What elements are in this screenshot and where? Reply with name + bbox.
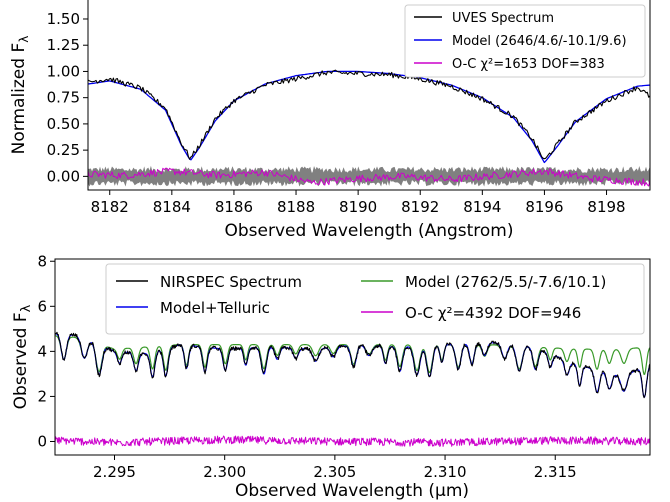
bottom-y-axis-label: Observed Fλ — [11, 304, 34, 409]
bottom-x-tick-label: 2.310 — [424, 463, 467, 481]
bottom-legend-label-telluric: Model+Telluric — [160, 299, 270, 317]
top-x-axis-label: Observed Wavelength (Angstrom) — [225, 221, 514, 241]
top-panel: 8182 8184 8186 8188 8190 8192 8194 8196 8198 0.0… — [9, 0, 651, 241]
top-x-tick-label: 8194 — [463, 198, 501, 216]
top-x-ticks: 8182 8184 8186 8188 8190 8192 8194 8196 8198 — [91, 190, 626, 216]
top-y-tick-label: 1.25 — [47, 36, 80, 54]
top-y-axis-label: Normalized Fλ — [9, 36, 31, 155]
bottom-y-tick-label: 4 — [37, 342, 47, 360]
top-model-line — [88, 70, 650, 164]
top-x-tick-label: 8196 — [525, 198, 563, 216]
bottom-y-axis-label-sub: λ — [19, 304, 34, 312]
top-legend-label-oc: O-C χ²=1653 DOF=383 — [452, 57, 605, 72]
bottom-x-ticks: 2.295 2.300 2.305 2.310 2.315 — [93, 455, 577, 481]
bottom-y-tick-label: 8 — [37, 252, 47, 270]
top-spectrum-line — [88, 69, 650, 160]
top-x-tick-label: 8188 — [277, 198, 315, 216]
top-series-group — [88, 69, 650, 187]
top-y-tick-label: 0.25 — [47, 141, 80, 159]
bottom-legend-box — [105, 263, 645, 335]
top-x-tick-label: 8186 — [215, 198, 253, 216]
top-y-axis-label-sub: λ — [17, 36, 31, 43]
bottom-y-axis-label-main: Observed F — [11, 312, 31, 409]
top-y-axis-label-main: Normalized F — [9, 43, 29, 155]
bottom-spectrum-line — [55, 331, 650, 399]
top-legend: UVES Spectrum Model (2646/4.6/-10.1/9.6)… — [404, 4, 646, 78]
top-residual-line — [88, 167, 650, 187]
top-x-tick-label: 8182 — [91, 198, 129, 216]
top-x-tick-label: 8190 — [339, 198, 377, 216]
bottom-x-axis-label: Observed Wavelength (μm) — [235, 481, 469, 501]
top-plot-frame — [87, 0, 651, 191]
bottom-panel: 2.295 2.300 2.305 2.310 2.315 0 2 4 6 8 Observed… — [11, 252, 651, 501]
bottom-y-tick-label: 2 — [37, 387, 47, 405]
top-y-tick-label: 0.00 — [47, 167, 80, 185]
bottom-y-ticks: 0 2 4 6 8 — [37, 252, 55, 450]
top-y-tick-label: 0.50 — [47, 115, 80, 133]
bottom-x-tick-label: 2.315 — [534, 463, 577, 481]
top-uncertainty-band — [88, 165, 650, 187]
bottom-legend-label-model: Model (2762/5.5/-7.6/10.1) — [405, 273, 606, 291]
top-y-ticks: 0.00 0.25 0.50 0.75 1.00 1.25 1.50 — [47, 10, 88, 185]
top-y-tick-label: 0.75 — [47, 89, 80, 107]
bottom-y-tick-label: 6 — [37, 297, 47, 315]
top-x-tick-label: 8192 — [401, 198, 439, 216]
bottom-legend: NIRSPEC Spectrum Model+Telluric Model (2… — [105, 263, 645, 335]
bottom-legend-label-oc: O-C χ²=4392 DOF=946 — [405, 304, 581, 322]
top-x-tick-label: 8184 — [153, 198, 191, 216]
top-y-tick-label: 1.50 — [47, 10, 80, 28]
bottom-series-group — [55, 331, 650, 447]
bottom-x-tick-label: 2.300 — [203, 463, 246, 481]
bottom-legend-label-nirspec: NIRSPEC Spectrum — [160, 273, 302, 291]
bottom-x-tick-label: 2.305 — [313, 463, 356, 481]
bottom-plot-frame — [54, 258, 651, 456]
bottom-x-tick-label: 2.295 — [93, 463, 136, 481]
bottom-residual-line — [55, 435, 650, 447]
bottom-model-line — [55, 335, 650, 375]
top-legend-label-uves: UVES Spectrum — [452, 11, 554, 26]
top-y-tick-label: 1.00 — [47, 62, 80, 80]
top-legend-label-model: Model (2646/4.6/-10.1/9.6) — [452, 34, 627, 49]
bottom-y-tick-label: 0 — [37, 432, 47, 450]
top-x-tick-label: 8198 — [587, 198, 625, 216]
top-legend-box — [404, 4, 646, 78]
